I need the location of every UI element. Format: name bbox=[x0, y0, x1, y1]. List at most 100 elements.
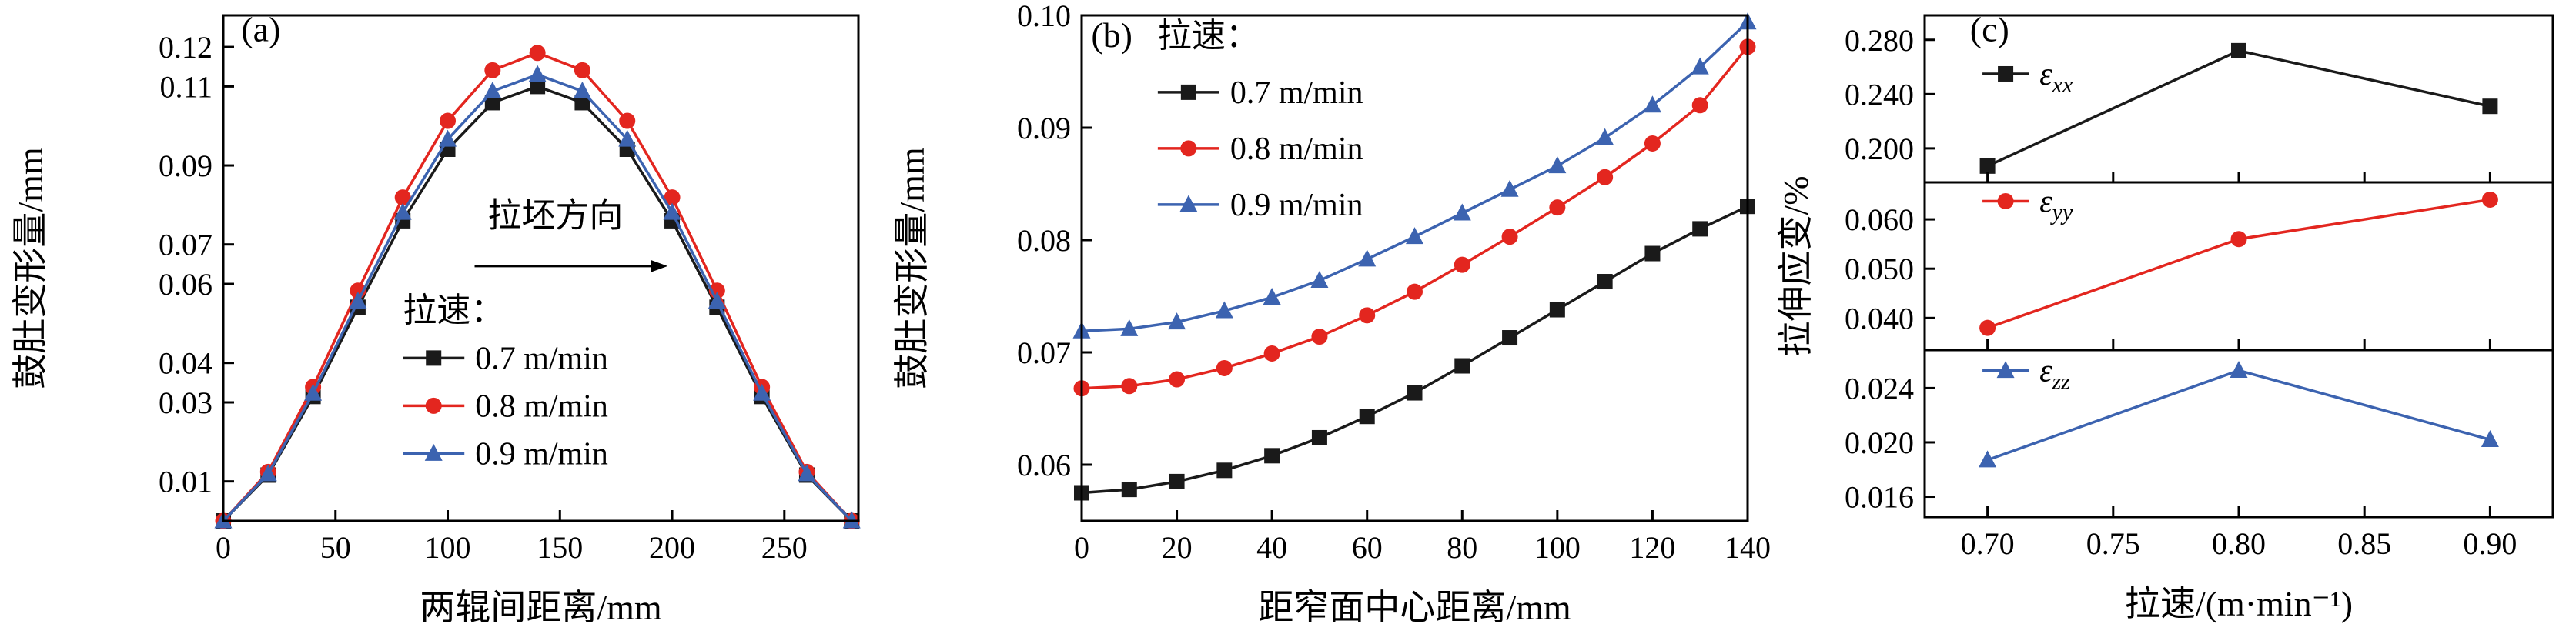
legend-label: 0.7 m/min bbox=[475, 341, 608, 376]
circle-marker-icon bbox=[619, 112, 636, 129]
x-tick-label: 50 bbox=[320, 530, 351, 565]
series-line-0 bbox=[1986, 49, 2491, 168]
x-tick-label: 80 bbox=[1447, 530, 1477, 565]
legend-label: 0.9 m/min bbox=[475, 436, 608, 472]
y-tick-label: 0.01 bbox=[159, 465, 212, 499]
x-axis-label: 拉速/(m·min⁻¹) bbox=[2125, 584, 2353, 623]
square-marker-icon bbox=[1169, 473, 1185, 489]
square-marker-icon bbox=[1407, 385, 1423, 401]
triangle-marker-icon bbox=[393, 202, 412, 220]
circle-marker-icon bbox=[1180, 140, 1197, 157]
panel-c2: 0.040 0.050 0.060 拉伸应变/% εyy bbox=[1776, 175, 2554, 357]
circle-marker-icon bbox=[1644, 135, 1661, 152]
x-tick-label: 0.75 bbox=[2086, 526, 2140, 561]
triangle-marker-icon bbox=[798, 464, 816, 482]
circle-marker-icon bbox=[2230, 231, 2247, 248]
circle-marker-icon bbox=[1311, 329, 1328, 345]
triangle-marker-icon bbox=[1548, 156, 1567, 174]
circle-marker-icon bbox=[664, 189, 681, 206]
annotation-text: (b) bbox=[1091, 15, 1132, 55]
legend-label: εzz bbox=[2039, 354, 2070, 395]
triangle-marker-icon bbox=[1406, 227, 1423, 245]
arrow-head-icon bbox=[651, 259, 668, 272]
x-tick-label: 0.70 bbox=[1961, 526, 2015, 561]
x-tick-label: 40 bbox=[1256, 530, 1287, 565]
triangle-marker-icon bbox=[424, 443, 443, 461]
x-axis-label: 两辊间距离/mm bbox=[420, 588, 662, 627]
plot-frame bbox=[1923, 181, 2554, 352]
square-marker-icon bbox=[426, 350, 442, 366]
x-tick-label: 20 bbox=[1162, 530, 1193, 565]
y-tick-label: 0.12 bbox=[159, 30, 212, 65]
x-tick-label: 60 bbox=[1352, 530, 1383, 565]
x-tick-label: 0.80 bbox=[2212, 526, 2266, 561]
circle-marker-icon bbox=[1979, 319, 1996, 336]
square-marker-icon bbox=[1180, 84, 1196, 100]
square-marker-icon bbox=[1998, 65, 2014, 82]
panel-c1: 0.200 0.240 0.280 εxx (c) bbox=[1845, 10, 2554, 184]
x-tick-label: 100 bbox=[1534, 530, 1581, 565]
legend-label: 0.8 m/min bbox=[475, 389, 608, 424]
y-tick-label: 0.020 bbox=[1845, 425, 1914, 460]
y-tick-label: 0.050 bbox=[1845, 252, 1914, 286]
y-tick-label: 0.10 bbox=[1017, 0, 1071, 33]
square-marker-icon bbox=[2231, 42, 2246, 58]
triangle-marker-icon bbox=[1643, 95, 1661, 113]
square-marker-icon bbox=[574, 95, 590, 111]
square-marker-icon bbox=[1692, 221, 1708, 237]
x-tick-label: 140 bbox=[1725, 530, 1771, 565]
y-tick-label: 0.016 bbox=[1845, 480, 1914, 515]
annotation-text: (a) bbox=[241, 9, 280, 48]
circle-marker-icon bbox=[1501, 229, 1518, 245]
square-marker-icon bbox=[2482, 98, 2498, 115]
triangle-marker-icon bbox=[259, 464, 277, 482]
y-tick-label: 0.03 bbox=[159, 385, 212, 420]
triangle-marker-icon bbox=[349, 292, 367, 309]
triangle-marker-icon bbox=[2481, 429, 2499, 447]
panel-b: 0 20 40 60 80 100 120 140 0.06 0.07 0.08 0.09 0.10 距窄… bbox=[892, 0, 1771, 627]
triangle-marker-icon bbox=[1691, 57, 1709, 75]
x-tick-label: 0 bbox=[1074, 530, 1089, 565]
y-tick-label: 0.07 bbox=[159, 228, 212, 262]
plot-frame bbox=[1080, 14, 1749, 522]
triangle-marker-icon bbox=[483, 82, 502, 99]
panel-a: 0 50 100 150 200 250 0.01 0.03 0.04 0.06 0.07 0.09 0… bbox=[11, 9, 861, 627]
square-marker-icon bbox=[1359, 409, 1375, 425]
legend-label: εxx bbox=[2039, 57, 2073, 98]
y-tick-label: 0.09 bbox=[159, 148, 212, 183]
triangle-marker-icon bbox=[618, 129, 637, 147]
x-tick-label: 120 bbox=[1629, 530, 1675, 565]
triangle-marker-icon bbox=[439, 129, 457, 147]
triangle-marker-icon bbox=[1179, 195, 1198, 212]
annotation-text: (c) bbox=[1970, 10, 2009, 49]
x-axis-label: 距窄面中心距离/mm bbox=[1258, 588, 1571, 627]
square-marker-icon bbox=[1454, 358, 1470, 374]
square-marker-icon bbox=[1502, 330, 1518, 346]
triangle-marker-icon bbox=[708, 292, 726, 309]
square-marker-icon bbox=[1549, 302, 1565, 318]
legend-label: εyy bbox=[2039, 184, 2073, 225]
circle-marker-icon bbox=[1549, 199, 1566, 216]
y-tick-label: 0.11 bbox=[159, 69, 212, 104]
x-tick-label: 200 bbox=[649, 530, 695, 565]
circle-marker-icon bbox=[1359, 307, 1376, 324]
y-tick-label: 0.04 bbox=[159, 346, 212, 381]
circle-marker-icon bbox=[1691, 97, 1708, 114]
triangle-marker-icon bbox=[1453, 203, 1471, 221]
y-tick-label: 0.09 bbox=[1017, 111, 1071, 145]
y-tick-label: 0.060 bbox=[1845, 202, 1914, 237]
chart-panel-c: 0.200 0.240 0.280 εxx (c) 0.040 0.050 0.060 拉伸应变… bbox=[1776, 10, 2554, 623]
legend-label: 0.9 m/min bbox=[1230, 188, 1363, 223]
y-tick-label: 0.024 bbox=[1845, 371, 1914, 405]
triangle-marker-icon bbox=[528, 65, 547, 82]
square-marker-icon bbox=[1979, 158, 1996, 174]
triangle-marker-icon bbox=[1263, 287, 1281, 305]
plot-frame bbox=[222, 14, 860, 522]
y-axis-label: 拉伸应变/% bbox=[1776, 175, 1815, 356]
triangle-marker-icon bbox=[1310, 271, 1329, 289]
triangle-marker-icon bbox=[1996, 361, 2015, 379]
y-axis-label: 鼓肚变形量/mm bbox=[11, 147, 50, 389]
legend-title: 拉速： bbox=[403, 292, 504, 329]
triangle-marker-icon bbox=[304, 383, 323, 401]
